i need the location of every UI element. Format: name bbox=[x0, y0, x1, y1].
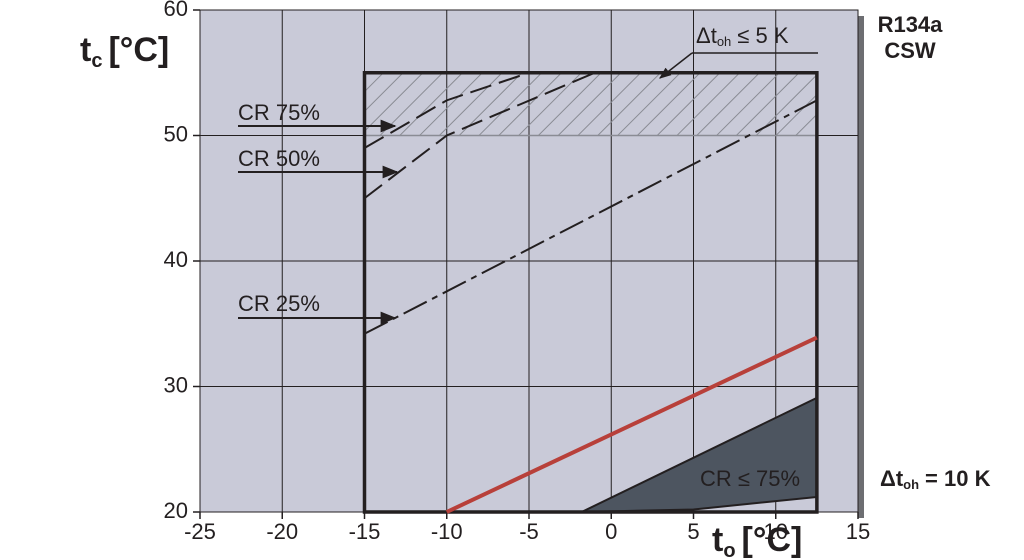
region-label: CR ≤ 75% bbox=[700, 466, 800, 491]
superheat-label: Δtoh = 10 K bbox=[880, 466, 991, 493]
plot-shadow bbox=[858, 16, 864, 518]
line bbox=[364, 99, 818, 335]
envelope bbox=[362, 71, 819, 514]
annotation-arrow bbox=[659, 52, 693, 79]
y-tick-label: 50 bbox=[164, 121, 188, 146]
chart-subtitle: CSW bbox=[884, 38, 936, 63]
y-label-unit: [°C] bbox=[108, 31, 169, 69]
x-tick-label: 10 bbox=[764, 519, 788, 544]
y-tick-label: 40 bbox=[164, 247, 188, 272]
x-axis-label: to [°C] bbox=[712, 521, 802, 560]
x-tick-label: -5 bbox=[519, 519, 539, 544]
y-tick-label: 60 bbox=[164, 0, 188, 21]
labels: R134a CSW tc [°C] to [°C] Δtoh ≤ 5 K Δtoh = … bbox=[80, 0, 991, 560]
sh-prefix: Δt bbox=[696, 23, 717, 48]
x-label-sub: o bbox=[723, 540, 735, 560]
sh2-suffix: = 10 K bbox=[925, 466, 991, 491]
y-label-main: t bbox=[80, 31, 91, 69]
x-tick-label: -25 bbox=[184, 519, 216, 544]
sh-suffix: ≤ 5 K bbox=[737, 23, 789, 48]
x-label-unit: [°C] bbox=[742, 521, 803, 559]
sh2-sub: oh bbox=[903, 477, 919, 492]
sh-sub: oh bbox=[717, 34, 731, 49]
superheat-limit-label: Δtoh ≤ 5 K bbox=[696, 23, 789, 50]
series-label: CR 50% bbox=[238, 146, 320, 171]
x-tick-label: -15 bbox=[349, 519, 381, 544]
chart-title: R134a bbox=[878, 12, 944, 37]
series-label: CR 25% bbox=[238, 291, 320, 316]
x-tick-label: -20 bbox=[266, 519, 298, 544]
x-tick-label: -10 bbox=[431, 519, 463, 544]
x-tick-label: 0 bbox=[605, 519, 617, 544]
line bbox=[445, 335, 818, 514]
y-label-sub: c bbox=[91, 50, 102, 72]
series-label: CR 75% bbox=[238, 100, 320, 125]
sh2-prefix: Δt bbox=[880, 466, 904, 491]
hatched-zone bbox=[363, 72, 818, 137]
y-axis-label: tc [°C] bbox=[80, 31, 169, 72]
marks bbox=[362, 71, 819, 514]
y-tick-label: 30 bbox=[164, 372, 188, 397]
x-tick-label: 5 bbox=[687, 519, 699, 544]
x-label-main: t bbox=[712, 521, 723, 559]
x-tick-label: 15 bbox=[846, 519, 870, 544]
y-tick-label: 20 bbox=[164, 498, 188, 523]
